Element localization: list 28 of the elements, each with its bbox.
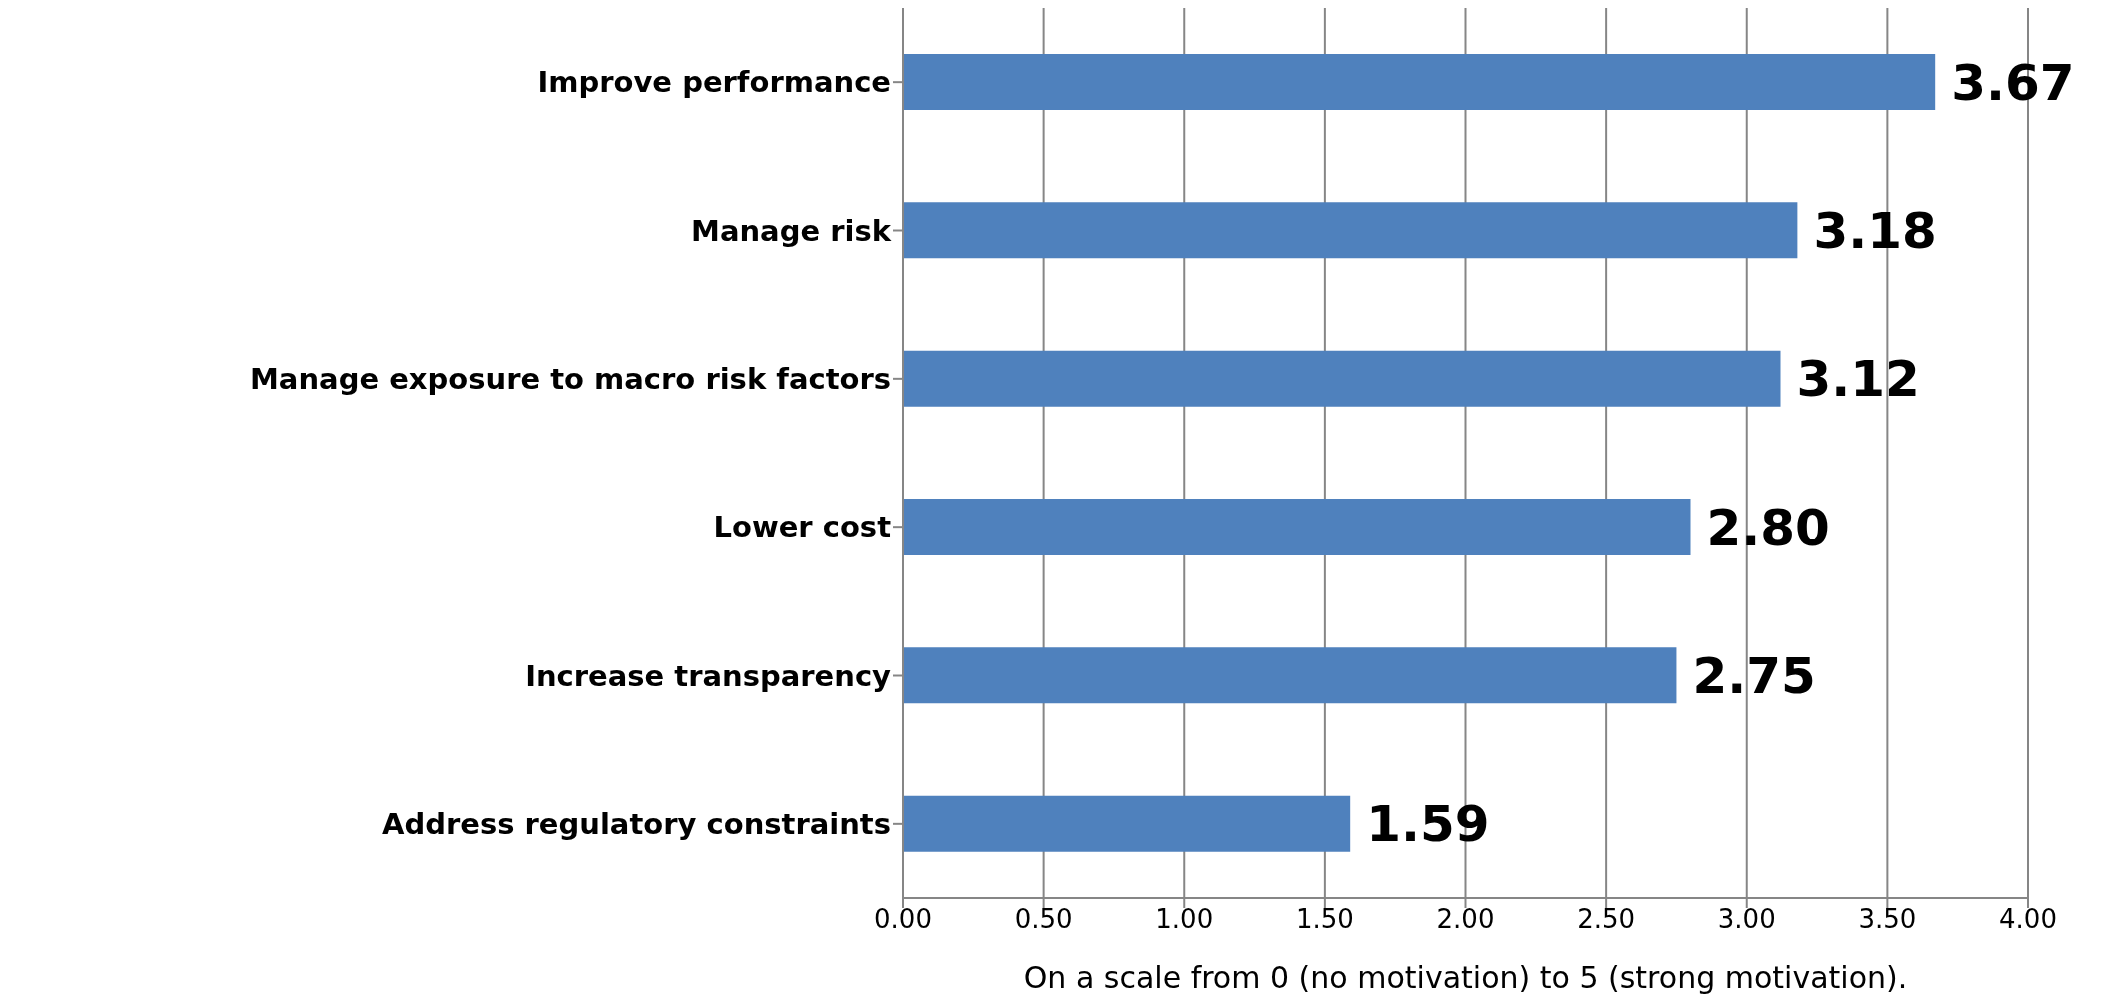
y-tick-label: Manage exposure to macro risk factors (250, 362, 891, 397)
data-label: 2.75 (1692, 647, 1816, 706)
y-tick-label: Lower cost (713, 510, 892, 545)
bar (903, 795, 1351, 852)
y-tick-label: Increase transparency (525, 658, 892, 693)
data-label: 3.18 (1813, 202, 1937, 261)
bar (903, 54, 1936, 110)
x-tick-label: 0.50 (1014, 904, 1073, 935)
bar (903, 647, 1677, 704)
x-tick-label: 2.00 (1436, 904, 1495, 935)
y-tick-label: Improve performance (537, 65, 891, 100)
x-tick-label: 1.50 (1295, 904, 1354, 935)
x-tick-label: 0.00 (874, 904, 932, 935)
x-tick-label: 4.00 (1999, 904, 2057, 935)
bar (903, 202, 1798, 259)
data-label: 3.67 (1951, 53, 2075, 112)
y-tick-label: Manage risk (691, 213, 892, 248)
data-label: 3.12 (1796, 350, 1920, 409)
x-axis-title: On a scale from 0 (no motivation) to 5 (strong motivation). (1023, 960, 1908, 995)
x-tick-label: 1.00 (1155, 904, 1214, 935)
x-tick-label: 3.50 (1858, 904, 1917, 935)
data-label: 1.59 (1366, 795, 1490, 854)
y-tick-label: Address regulatory constraints (382, 807, 891, 842)
x-tick-label: 3.00 (1717, 904, 1776, 935)
x-tick-label: 2.50 (1577, 904, 1636, 935)
bar (903, 499, 1691, 555)
bar (903, 350, 1781, 407)
data-label: 2.80 (1706, 498, 1830, 557)
